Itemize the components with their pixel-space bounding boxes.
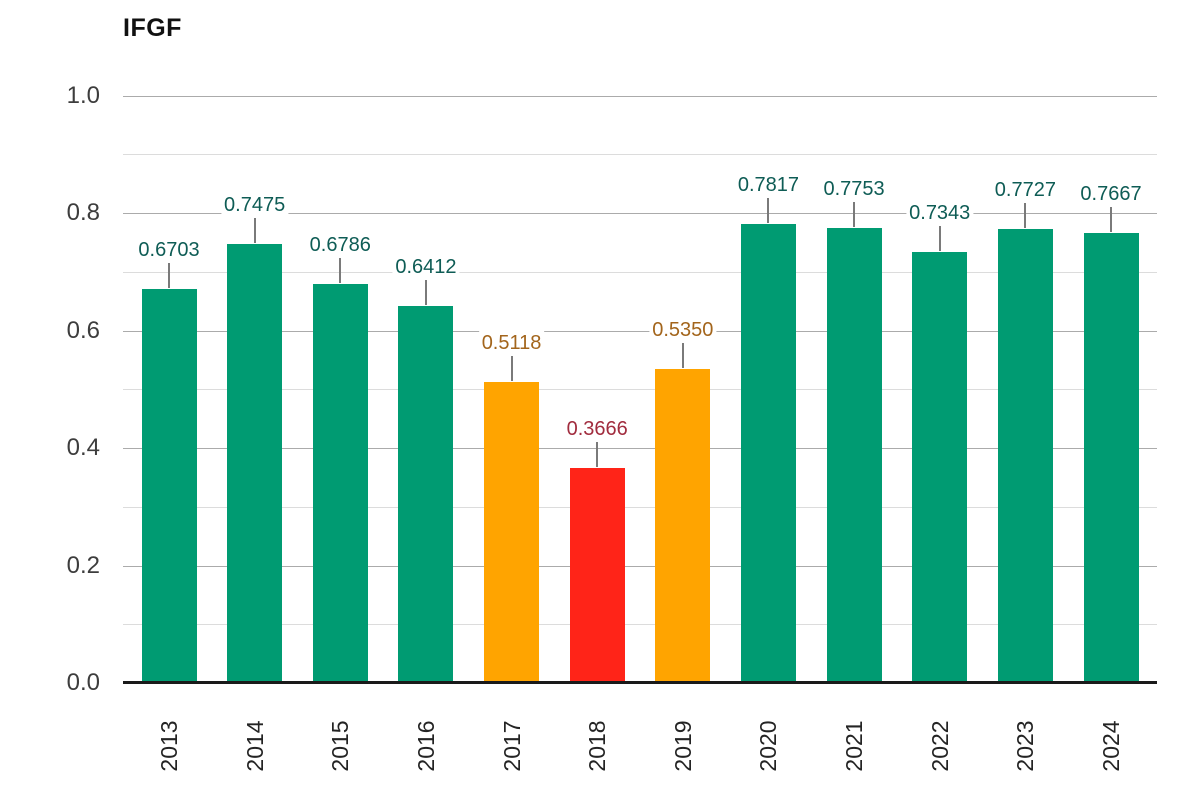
minor-gridline — [123, 154, 1157, 156]
chart-title: IFGF — [123, 14, 182, 42]
plot-area: 0.6703 0.7475 0.6786 0.6412 0.5118 0.3666 0.53… — [123, 95, 1157, 683]
x-tick-label-2019: 2019 — [669, 720, 696, 772]
bar-2020[interactable] — [740, 223, 796, 683]
value-leader-line — [681, 342, 684, 368]
value-label-2020: 0.7817 — [734, 172, 803, 197]
y-tick-label: 0.2 — [66, 551, 100, 579]
bar-2018[interactable] — [569, 467, 625, 683]
bar-2013[interactable] — [141, 289, 197, 683]
x-tick-label-2020: 2020 — [755, 720, 782, 772]
x-tick-label-2018: 2018 — [584, 720, 611, 772]
value-label-2023: 0.7727 — [991, 178, 1059, 203]
bar-2017[interactable] — [484, 382, 540, 683]
x-tick-label-2013: 2013 — [156, 720, 182, 772]
bar-2021[interactable] — [826, 227, 882, 683]
value-label-2017: 0.5118 — [478, 331, 545, 356]
major-gridline — [123, 565, 1157, 567]
x-tick-label-2024: 2024 — [1098, 720, 1124, 772]
x-axis-line — [123, 681, 1157, 684]
minor-gridline — [123, 624, 1157, 626]
value-label-2013: 0.6703 — [135, 238, 203, 263]
value-label-2022: 0.7343 — [906, 200, 974, 225]
major-gridline — [123, 213, 1157, 214]
minor-gridline — [123, 389, 1157, 391]
bar-2019[interactable] — [655, 368, 711, 683]
x-tick-label-2017: 2017 — [498, 720, 525, 772]
major-gridline — [123, 95, 1157, 97]
y-tick-label: 1.0 — [66, 81, 100, 109]
bar-2014[interactable] — [227, 243, 283, 683]
x-tick-label-2015: 2015 — [327, 720, 354, 772]
value-leader-line — [168, 263, 170, 289]
value-leader-line — [339, 258, 342, 284]
value-label-2024: 0.7667 — [1077, 181, 1145, 206]
y-tick-label: 0.8 — [66, 199, 100, 226]
bar-2016[interactable] — [398, 306, 454, 683]
major-gridline — [123, 330, 1157, 332]
value-leader-line — [853, 201, 856, 227]
value-leader-line — [1110, 206, 1112, 232]
value-leader-line — [596, 441, 599, 467]
x-tick-label-2021: 2021 — [841, 720, 868, 772]
y-tick-label: 0.0 — [66, 669, 100, 696]
value-label-2014: 0.7475 — [221, 192, 289, 217]
value-leader-line — [510, 356, 513, 382]
x-tick-label-2016: 2016 — [412, 720, 439, 772]
minor-gridline — [123, 271, 1157, 273]
bar-2015[interactable] — [312, 284, 368, 683]
value-leader-line — [253, 217, 256, 243]
value-label-2018: 0.3666 — [563, 416, 631, 441]
minor-gridline — [123, 506, 1157, 508]
value-label-2021: 0.7753 — [820, 176, 888, 201]
value-label-2019: 0.5350 — [649, 317, 717, 342]
x-tick-label-2023: 2023 — [1012, 720, 1039, 772]
bar-2022[interactable] — [912, 251, 968, 683]
value-leader-line — [938, 225, 941, 251]
value-leader-line — [1024, 203, 1027, 229]
bar-2023[interactable] — [997, 229, 1053, 683]
value-label-2016: 0.6412 — [392, 255, 460, 280]
x-tick-label-2022: 2022 — [926, 720, 953, 772]
y-tick-label: 0.6 — [66, 316, 100, 344]
value-label-2015: 0.6786 — [306, 233, 374, 258]
value-leader-line — [767, 197, 770, 223]
y-tick-label: 0.4 — [66, 434, 100, 461]
value-leader-line — [424, 280, 427, 306]
major-gridline — [123, 448, 1157, 449]
bar-2024[interactable] — [1083, 232, 1139, 683]
x-tick-label-2014: 2014 — [241, 720, 268, 772]
